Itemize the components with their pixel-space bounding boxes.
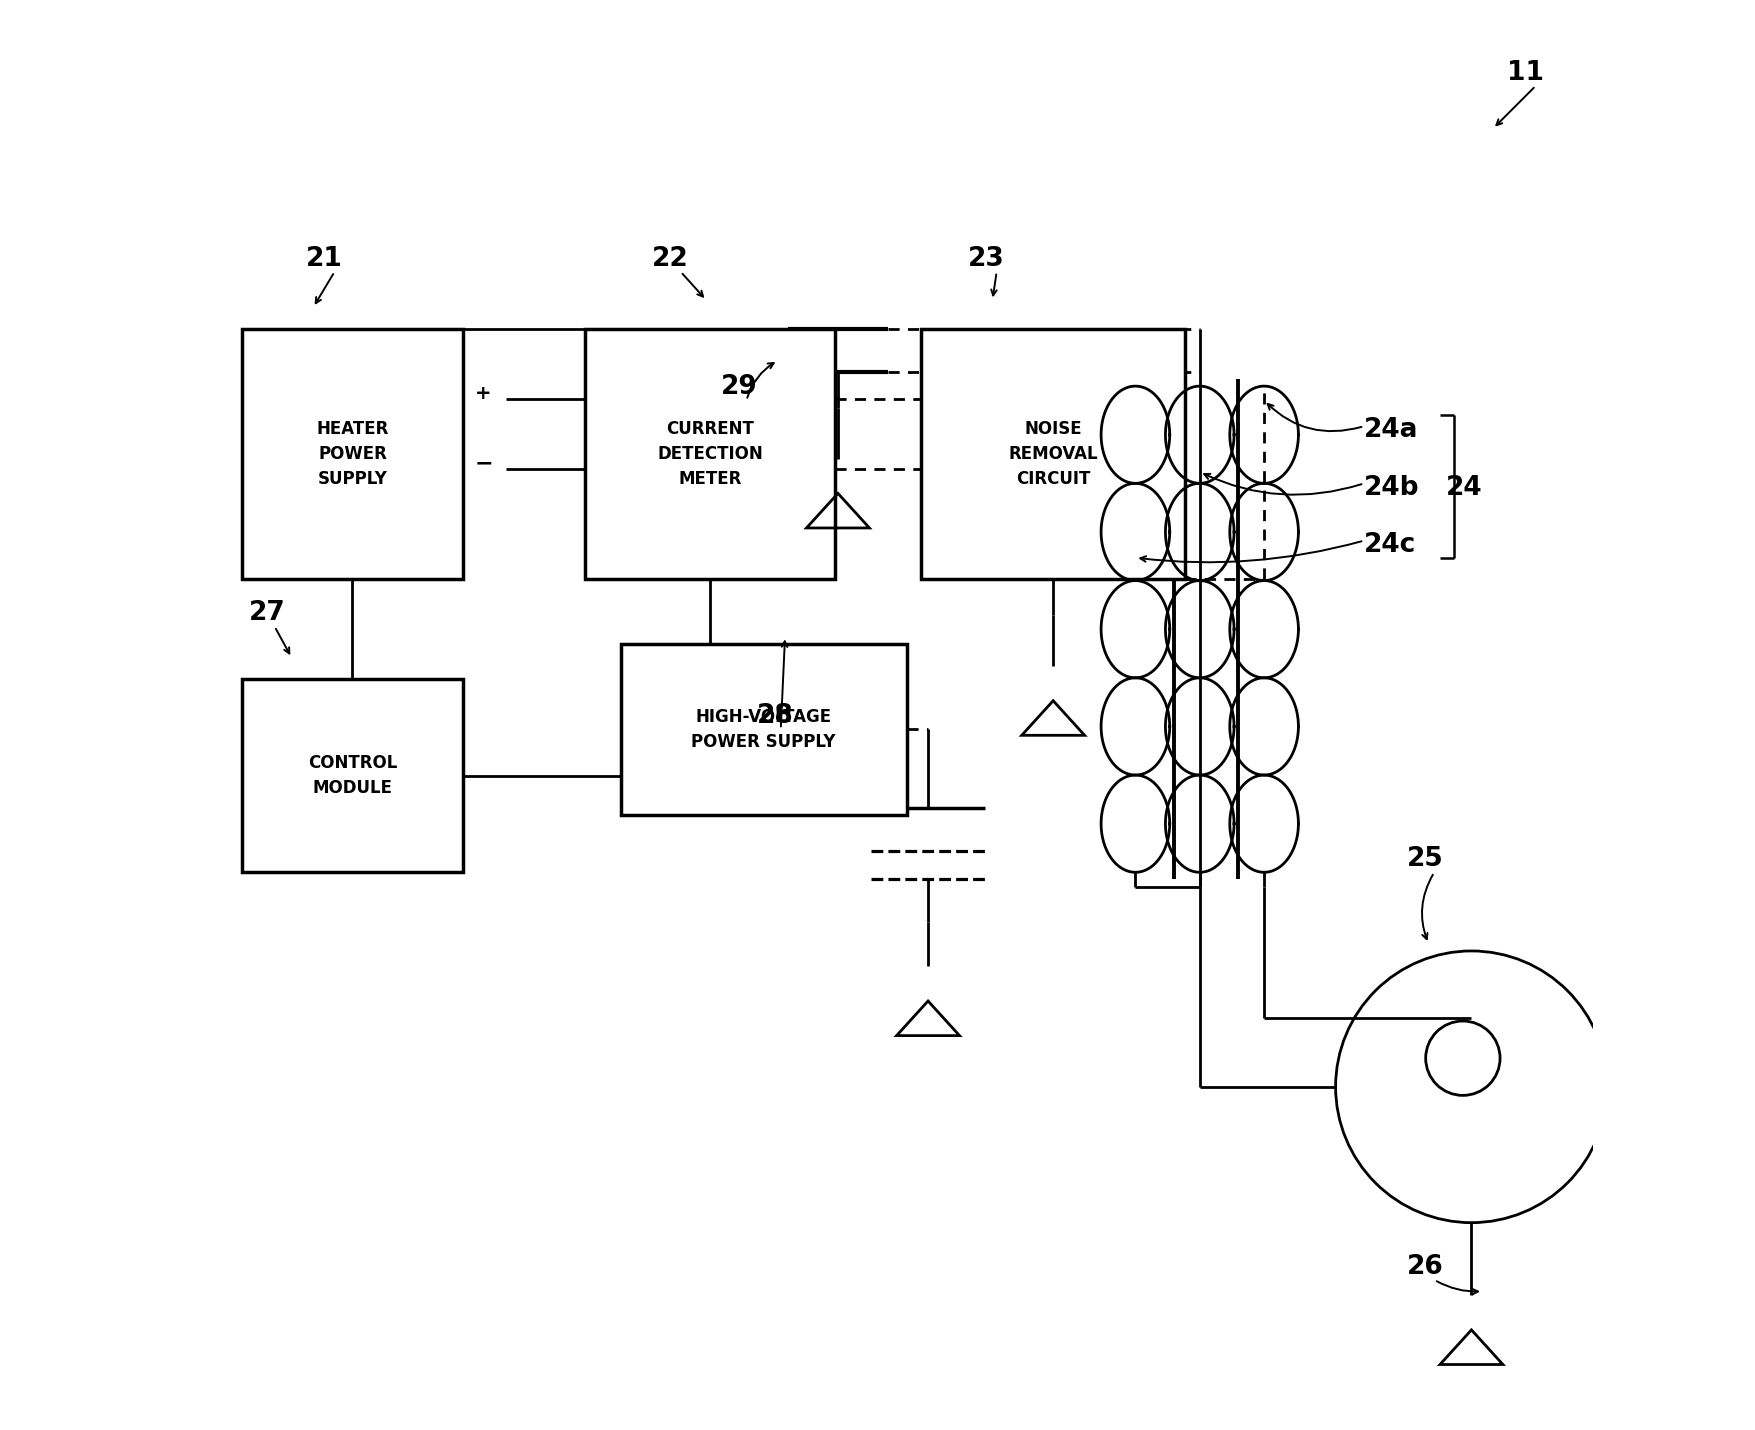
Text: 23: 23 xyxy=(967,246,1004,272)
Bar xyxy=(620,644,906,815)
Text: 29: 29 xyxy=(720,375,756,400)
Bar xyxy=(584,329,835,579)
Text: NOISE
REMOVAL
CIRCUIT: NOISE REMOVAL CIRCUIT xyxy=(1007,420,1097,488)
Text: CURRENT
DETECTION
METER: CURRENT DETECTION METER xyxy=(656,420,762,488)
Text: 24a: 24a xyxy=(1364,418,1418,443)
Text: 27: 27 xyxy=(249,601,286,626)
Bar xyxy=(242,329,463,579)
Text: −: − xyxy=(474,453,493,473)
Bar xyxy=(920,329,1185,579)
Text: CONTROL
MODULE: CONTROL MODULE xyxy=(307,754,397,798)
Text: 11: 11 xyxy=(1506,60,1543,86)
Text: 24: 24 xyxy=(1444,475,1481,500)
Text: 22: 22 xyxy=(651,246,688,272)
Text: 28: 28 xyxy=(756,704,793,729)
Text: HEATER
POWER
SUPPLY: HEATER POWER SUPPLY xyxy=(316,420,388,488)
Text: +: + xyxy=(474,383,491,403)
Text: 24c: 24c xyxy=(1364,532,1416,558)
Text: 26: 26 xyxy=(1406,1254,1443,1280)
Text: HIGH-VOLTAGE
POWER SUPPLY: HIGH-VOLTAGE POWER SUPPLY xyxy=(691,708,835,751)
Text: 21: 21 xyxy=(305,246,342,272)
Text: 24b: 24b xyxy=(1364,475,1418,500)
Bar xyxy=(242,679,463,872)
Text: 25: 25 xyxy=(1406,847,1443,872)
